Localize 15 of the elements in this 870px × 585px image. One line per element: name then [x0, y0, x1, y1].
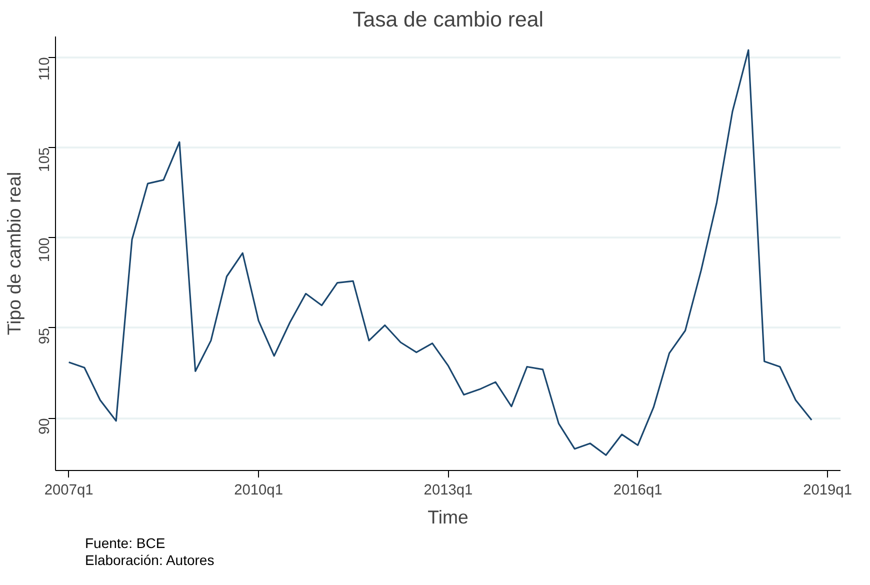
y-tick-label: 110	[37, 57, 53, 81]
x-tick-label: 2013q1	[424, 482, 473, 498]
y-tick-label: 95	[37, 328, 53, 344]
y-tick-label: 105	[37, 147, 53, 172]
x-tick-label: 2010q1	[234, 482, 284, 498]
x-tick-label: 2007q1	[44, 482, 94, 498]
chart-title: Tasa de cambio real	[352, 8, 544, 32]
source-note: Fuente: BCE	[85, 535, 166, 551]
y-tick-label: 100	[37, 238, 53, 262]
y-tick-label: 90	[37, 418, 53, 434]
x-tick-label: 2016q1	[613, 482, 662, 498]
text: Elaboración: Autores	[85, 552, 214, 568]
x-axis-title: Time	[428, 506, 468, 528]
y-axis-title: Tipo de cambio real	[4, 172, 24, 336]
x-tick-label: 2019q1	[803, 482, 852, 498]
